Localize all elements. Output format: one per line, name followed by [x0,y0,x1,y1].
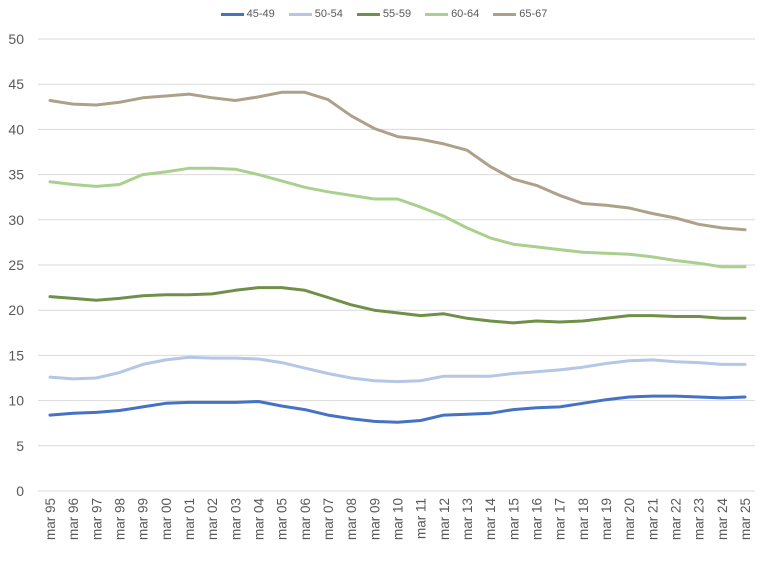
legend-item-50-54: 50-54 [288,8,343,20]
gridlines [38,38,755,492]
x-tick-label: mar 07 [321,498,336,540]
x-tick-label: mar 99 [136,498,151,540]
x-tick-label: mar 16 [530,498,545,540]
series-line-65-67 [48,90,747,232]
x-tick-label: mar 14 [483,498,498,541]
series-lines [48,90,747,424]
x-tick-label: mar 13 [460,498,475,540]
x-tick-label: mar 04 [252,498,267,541]
y-tick-label: 40 [8,121,24,137]
series-line-50-54 [48,355,747,384]
x-tick-label: mar 20 [622,498,637,540]
x-tick-label: mar 08 [344,498,359,540]
y-tick-label: 50 [8,31,24,47]
legend-swatch-icon [356,12,380,16]
x-tick-label: mar 11 [414,498,429,539]
y-tick-label: 25 [8,257,24,273]
legend-swatch-icon [220,12,244,16]
legend-item-60-64: 60-64 [425,8,479,20]
legend-item-55-59: 55-59 [356,8,412,20]
legend-label: 45-49 [246,8,275,20]
x-tick-label: mar 21 [645,498,660,540]
x-tick-label: mar 95 [43,498,58,540]
legend-label: 65-67 [519,8,548,20]
legend-swatch-icon [425,12,449,16]
x-tick-label: mar 15 [506,498,521,540]
x-tick-label: mar 97 [89,498,104,540]
x-axis-ticks: mar 95 mar 96 mar 97 mar 98 mar 99 mar 00 mar … [43,498,753,541]
x-tick-label: mar 06 [298,498,313,540]
x-tick-label: mar 24 [715,498,730,541]
x-tick-label: mar 00 [159,498,174,540]
y-tick-label: 35 [8,167,24,183]
legend-item-65-67: 65-67 [493,8,547,20]
x-tick-label: mar 17 [553,498,568,540]
series-line-45-49 [48,394,747,424]
x-tick-label: mar 12 [437,498,452,540]
chart-legend: 45-49 50-54 55-59 60-64 65-67 [0,8,768,20]
legend-label: 60-64 [451,8,480,20]
y-tick-label: 10 [8,393,24,409]
y-tick-label: 0 [16,483,24,499]
legend-item-45-49: 45-49 [220,8,275,20]
y-tick-label: 5 [16,438,24,454]
legend-swatch-icon [493,12,517,16]
legend-label: 55-59 [382,8,412,20]
y-tick-label: 15 [8,347,24,363]
y-axis-ticks: 0 5 10 15 20 25 30 35 40 45 50 [8,31,24,499]
x-tick-label: mar 19 [599,498,614,540]
x-tick-label: mar 96 [66,498,81,540]
x-tick-label: mar 01 [182,498,197,540]
x-tick-label: mar 22 [669,498,684,540]
x-tick-label: mar 09 [367,498,382,540]
y-tick-label: 30 [8,212,24,228]
x-tick-label: mar 02 [205,498,220,540]
x-tick-label: mar 23 [692,498,707,540]
x-tick-label: mar 98 [113,498,128,540]
x-tick-label: mar 18 [576,498,591,540]
legend-label: 50-54 [314,8,343,20]
series-line-55-59 [48,286,747,325]
legend-swatch-icon [288,12,312,16]
y-tick-label: 45 [8,76,24,92]
x-tick-label: mar 10 [391,498,406,540]
series-line-60-64 [48,166,747,269]
y-tick-label: 20 [8,302,24,318]
x-tick-label: mar 25 [738,498,753,540]
x-tick-label: mar 03 [228,498,243,540]
x-tick-label: mar 05 [275,498,290,540]
